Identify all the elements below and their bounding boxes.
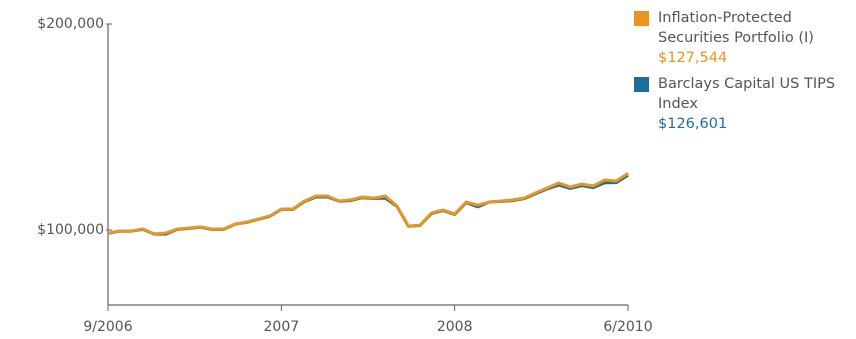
legend-label: Inflation-Protected Securities Portfolio…	[658, 10, 814, 46]
series-line	[107, 173, 629, 236]
legend-swatch	[634, 77, 649, 92]
x-tick-label: 2008	[437, 319, 473, 335]
legend-value: $126,601	[658, 116, 728, 132]
legend-item: Inflation-Protected Securities Portfolio…	[634, 8, 849, 68]
legend-swatch	[634, 11, 649, 26]
y-tick-label: $100,000	[37, 222, 104, 238]
legend: Inflation-Protected Securities Portfolio…	[634, 8, 849, 140]
series-line	[107, 172, 629, 236]
legend-item: Barclays Capital US TIPS Index $126,601	[634, 74, 849, 134]
y-tick-label: $200,000	[37, 16, 104, 32]
legend-label: Barclays Capital US TIPS Index	[658, 76, 836, 112]
x-tick-label: 6/2010	[603, 319, 652, 335]
x-tick-label: 9/2006	[83, 319, 132, 335]
x-tick-label: 2007	[264, 319, 300, 335]
legend-value: $127,544	[658, 50, 728, 66]
